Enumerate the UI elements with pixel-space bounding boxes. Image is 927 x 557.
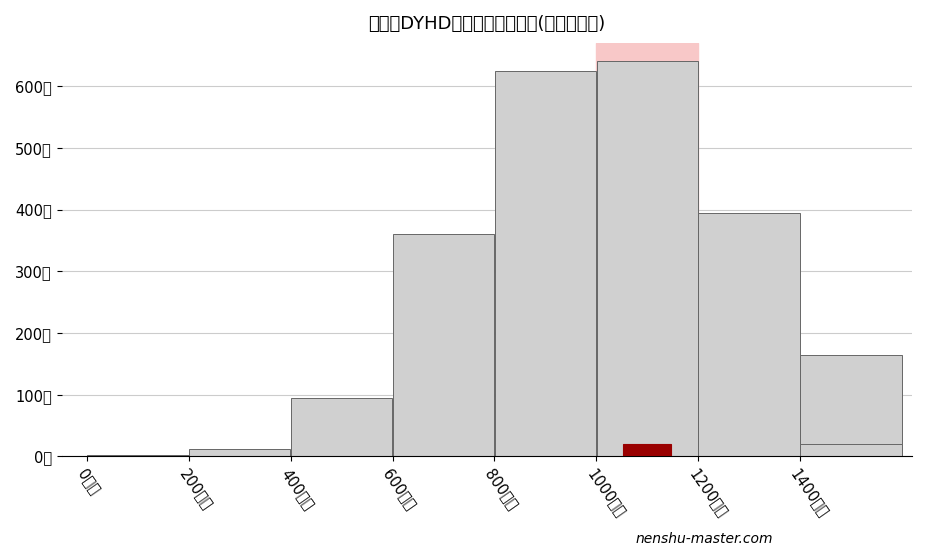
Bar — [291, 398, 392, 456]
Bar — [597, 61, 698, 456]
Bar — [596, 43, 698, 456]
Text: nenshu-master.com: nenshu-master.com — [636, 532, 773, 546]
Bar — [87, 455, 189, 456]
Bar — [393, 234, 494, 456]
Bar — [495, 71, 596, 456]
Bar — [189, 449, 290, 456]
Bar — [800, 355, 902, 456]
Bar — [800, 444, 902, 456]
Bar — [698, 213, 800, 456]
Bar — [623, 444, 671, 456]
Title: 博報堂DYHDの年収ポジション(関東地方内): 博報堂DYHDの年収ポジション(関東地方内) — [368, 15, 605, 33]
